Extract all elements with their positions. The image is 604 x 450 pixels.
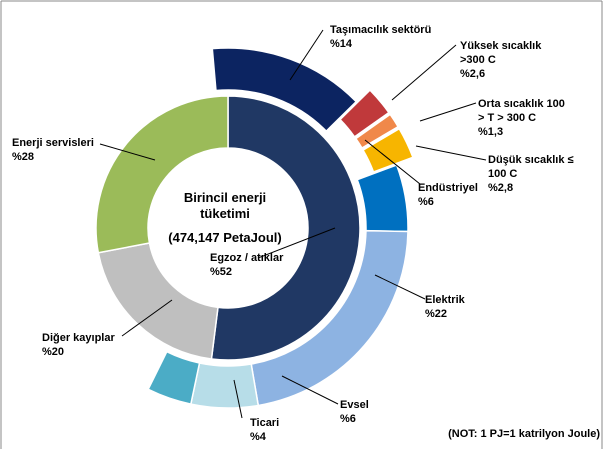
segment-label: Taşımacılık sektörü %14 (330, 23, 460, 51)
segment-label: Orta sıcaklık 100 > T > 300 C %1,3 (478, 97, 570, 139)
segment-name: Yüksek sıcaklık >300 C (460, 40, 542, 66)
segment-value: %52 (210, 266, 233, 278)
segment-name: Enerji servisleri (12, 137, 94, 149)
segment-label: Ticari %4 (250, 416, 300, 444)
segment-value: %6 (340, 413, 356, 425)
leader-line (121, 299, 173, 337)
leader-line (233, 379, 243, 419)
segment-value: %22 (425, 308, 448, 320)
segment-label: Endüstriyel %6 (418, 181, 498, 209)
leader-line (391, 44, 457, 101)
leader-line (281, 375, 339, 405)
leader-line (374, 274, 426, 300)
segment-name: Düşük sıcaklık ≤ 100 C (488, 154, 574, 180)
note: (NOT: 1 PJ=1 katrilyon Joule) (448, 428, 600, 440)
ring-segment (147, 350, 201, 406)
ring-segment (339, 89, 390, 138)
segment-name: Evsel (340, 399, 369, 411)
ring-segment (362, 127, 414, 173)
center-title-line: tüketimi (200, 206, 250, 221)
leader-line (289, 29, 324, 81)
segment-label: Düşük sıcaklık ≤ 100 C %2,8 (488, 153, 578, 195)
segment-name: Elektrik (425, 294, 465, 306)
segment-label: Enerji servisleri %28 (12, 136, 122, 164)
ring-segment (210, 95, 361, 361)
ring-segment (356, 164, 409, 233)
center-subtitle: (474,147 PetaJoul) (168, 230, 282, 245)
leader-line (415, 145, 487, 161)
leader-line (257, 227, 336, 259)
leader-line (419, 102, 477, 122)
segment-value: %20 (42, 346, 65, 358)
segment-value: %2,8 (488, 182, 514, 194)
segment-value: %28 (12, 151, 35, 163)
segment-label: Egzoz / atıklar %52 (210, 251, 290, 279)
segment-value: %6 (418, 196, 434, 208)
segment-value: %14 (330, 38, 353, 50)
segment-name: Ticari (250, 417, 280, 429)
segment-name: Orta sıcaklık 100 > T > 300 C (478, 98, 565, 124)
segment-value: %2,6 (460, 68, 486, 80)
segment-label: Yüksek sıcaklık >300 C %2,6 (460, 39, 560, 81)
segment-label: Diğer kayıplar %20 (42, 331, 152, 359)
segment-label: Evsel %6 (340, 398, 400, 426)
center-title-line: Birincil enerji (183, 190, 267, 205)
segment-name: Egzoz / atıklar (210, 252, 284, 264)
ring-segment (354, 113, 400, 150)
segment-value: %1,3 (478, 126, 504, 138)
segment-name: Endüstriyel (418, 182, 478, 194)
leader-line (99, 143, 156, 161)
segment-name: Diğer kayıplar (42, 332, 115, 344)
ring-segment (95, 95, 229, 254)
ring-segment (189, 362, 260, 409)
segment-value: %4 (250, 431, 266, 443)
center-title: Birincil enerji tüketimi (150, 190, 300, 222)
segment-name: Taşımacılık sektörü (330, 24, 432, 36)
ring-segment (211, 47, 358, 133)
segment-label: Elektrik %22 (425, 293, 495, 321)
leader-line (364, 139, 421, 185)
